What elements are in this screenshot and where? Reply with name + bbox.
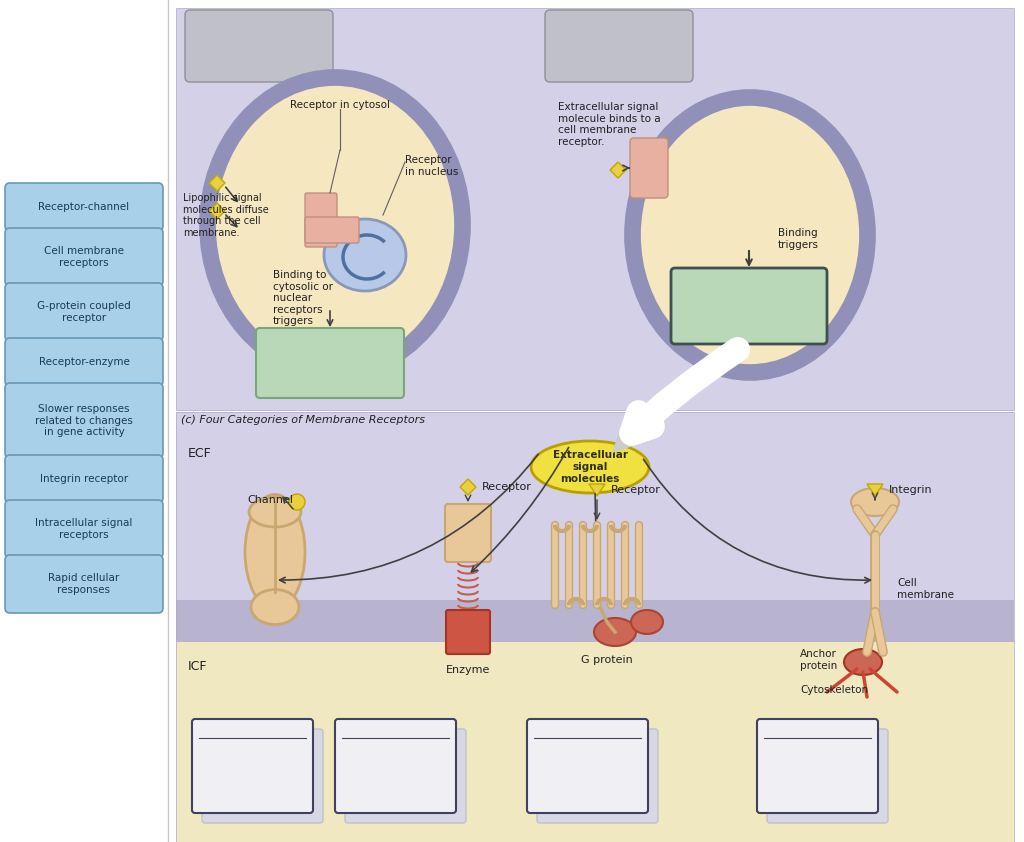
Text: Receptor in cytosol: Receptor in cytosol <box>290 100 390 110</box>
FancyBboxPatch shape <box>202 729 323 823</box>
Text: ICF: ICF <box>188 660 208 673</box>
Text: Receptor
in nucleus: Receptor in nucleus <box>406 155 459 177</box>
FancyBboxPatch shape <box>537 729 658 823</box>
FancyBboxPatch shape <box>527 719 648 813</box>
FancyBboxPatch shape <box>185 10 333 82</box>
Text: Cytoskeleton: Cytoskeleton <box>800 685 868 695</box>
FancyBboxPatch shape <box>5 338 163 386</box>
FancyBboxPatch shape <box>305 193 337 247</box>
FancyBboxPatch shape <box>5 183 163 231</box>
Text: Intracellular signal
receptors: Intracellular signal receptors <box>35 518 133 540</box>
FancyBboxPatch shape <box>193 719 313 813</box>
Text: Lipophilic signal
molecules diffuse
through the cell
membrane.: Lipophilic signal molecules diffuse thro… <box>183 193 268 237</box>
Ellipse shape <box>324 219 406 291</box>
FancyBboxPatch shape <box>176 642 1014 842</box>
Text: Extracellular
signal
molecules: Extracellular signal molecules <box>553 450 628 483</box>
FancyBboxPatch shape <box>5 455 163 503</box>
Polygon shape <box>460 479 476 495</box>
Text: (c) Four Categories of Membrane Receptors: (c) Four Categories of Membrane Receptor… <box>181 415 425 425</box>
FancyBboxPatch shape <box>757 719 878 813</box>
Text: Enzyme: Enzyme <box>445 665 490 675</box>
Ellipse shape <box>251 589 299 625</box>
Text: G-protein coupled
receptor: G-protein coupled receptor <box>37 301 131 322</box>
Text: Binding to
cytosolic or
nuclear
receptors
triggers: Binding to cytosolic or nuclear receptor… <box>273 270 333 327</box>
FancyBboxPatch shape <box>176 600 1014 642</box>
FancyBboxPatch shape <box>176 412 1014 600</box>
Text: G protein: G protein <box>582 655 633 665</box>
FancyBboxPatch shape <box>5 555 163 613</box>
FancyBboxPatch shape <box>630 138 668 198</box>
Ellipse shape <box>844 649 882 675</box>
Text: Extracellular signal
molecule binds to a
cell membrane
receptor.: Extracellular signal molecule binds to a… <box>558 102 660 147</box>
Ellipse shape <box>594 618 636 646</box>
Text: Integrin receptor: Integrin receptor <box>40 474 128 484</box>
Ellipse shape <box>249 497 301 527</box>
FancyBboxPatch shape <box>305 217 359 243</box>
FancyBboxPatch shape <box>256 328 404 398</box>
Ellipse shape <box>633 98 867 372</box>
Text: Rapid cellular
responses: Rapid cellular responses <box>48 573 120 594</box>
FancyBboxPatch shape <box>671 268 827 344</box>
FancyBboxPatch shape <box>5 500 163 558</box>
Ellipse shape <box>245 494 305 610</box>
Polygon shape <box>209 203 225 219</box>
FancyBboxPatch shape <box>445 504 490 562</box>
FancyBboxPatch shape <box>5 228 163 286</box>
Text: ECF: ECF <box>188 447 212 460</box>
Ellipse shape <box>208 77 463 372</box>
FancyBboxPatch shape <box>446 610 490 654</box>
FancyBboxPatch shape <box>545 10 693 82</box>
FancyBboxPatch shape <box>335 719 456 813</box>
Text: Channel: Channel <box>247 495 293 505</box>
FancyBboxPatch shape <box>5 283 163 341</box>
FancyBboxPatch shape <box>767 729 888 823</box>
Polygon shape <box>867 484 883 496</box>
Polygon shape <box>209 175 225 191</box>
Ellipse shape <box>531 441 649 493</box>
Circle shape <box>289 494 305 510</box>
Text: Cell membrane
receptors: Cell membrane receptors <box>44 246 124 268</box>
Text: Integrin: Integrin <box>889 485 933 495</box>
Polygon shape <box>589 484 605 496</box>
Ellipse shape <box>851 488 899 516</box>
Polygon shape <box>610 162 626 178</box>
FancyBboxPatch shape <box>176 8 1014 410</box>
FancyBboxPatch shape <box>5 383 163 458</box>
Text: Anchor
protein: Anchor protein <box>800 649 838 670</box>
Text: Receptor: Receptor <box>482 482 531 492</box>
Text: Receptor-enzyme: Receptor-enzyme <box>39 357 129 367</box>
Text: Receptor: Receptor <box>611 485 660 495</box>
Ellipse shape <box>631 610 663 634</box>
FancyBboxPatch shape <box>345 729 466 823</box>
Text: Cell
membrane: Cell membrane <box>897 578 954 600</box>
Text: Slower responses
related to changes
in gene activity: Slower responses related to changes in g… <box>35 404 133 437</box>
Text: Binding
triggers: Binding triggers <box>778 228 819 249</box>
Text: Receptor-channel: Receptor-channel <box>39 202 130 212</box>
